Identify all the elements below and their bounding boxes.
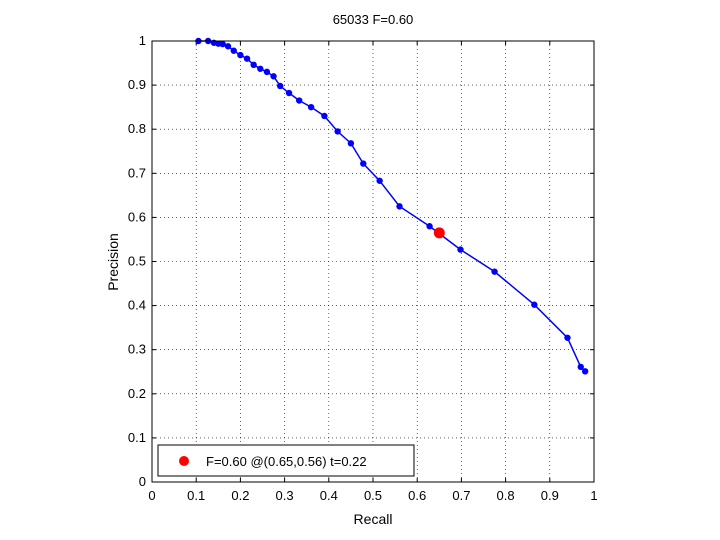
series-group — [195, 37, 589, 375]
x-tick-label: 0.9 — [541, 488, 559, 503]
data-point — [276, 82, 284, 90]
y-tick-label: 0.8 — [128, 121, 146, 136]
data-point — [257, 65, 264, 72]
x-tick-label: 0.4 — [320, 488, 338, 503]
legend-entry-label: F=0.60 @(0.65,0.56) t=0.22 — [206, 454, 367, 469]
data-point — [396, 203, 403, 210]
y-tick-label: 1 — [139, 33, 146, 48]
x-tick-label: 0.3 — [276, 488, 294, 503]
x-tick-label: 0.2 — [231, 488, 249, 503]
y-tick-label: 0.4 — [128, 298, 146, 313]
y-tick-label: 0.6 — [128, 209, 146, 224]
data-point — [491, 268, 498, 275]
best-f-point — [433, 227, 445, 239]
legend-box — [157, 444, 415, 477]
x-tick-label: 0.6 — [408, 488, 426, 503]
data-point — [457, 246, 464, 253]
y-tick-label: 0 — [139, 474, 146, 489]
data-point — [219, 40, 226, 48]
data-point — [224, 43, 232, 50]
x-tick-label: 0.5 — [364, 488, 382, 503]
data-point — [577, 363, 584, 371]
chart-title: 65033 F=0.60 — [333, 12, 414, 27]
data-point — [243, 55, 251, 62]
grid-lines — [152, 41, 594, 482]
x-tick-label: 0.1 — [187, 488, 205, 503]
legend: F=0.60 @(0.65,0.56) t=0.22 — [157, 444, 415, 477]
x-tick-label: 0.8 — [497, 488, 515, 503]
data-point — [295, 97, 303, 104]
data-point — [360, 160, 367, 167]
x-tick-label: 0 — [148, 488, 155, 503]
x-tick-label: 1 — [590, 488, 597, 503]
data-point — [564, 334, 571, 341]
data-point — [285, 89, 293, 97]
y-tick-label: 0.9 — [128, 77, 146, 92]
data-point — [347, 140, 355, 147]
y-tick-label: 0.5 — [128, 254, 146, 269]
data-point — [263, 68, 271, 76]
data-point — [307, 103, 315, 111]
x-tick-label: 0.7 — [452, 488, 470, 503]
data-point — [250, 61, 257, 69]
y-tick-label: 0.7 — [128, 165, 146, 180]
y-tick-label: 0.1 — [128, 430, 146, 445]
data-point — [376, 177, 383, 184]
plot-frame — [151, 40, 595, 483]
data-point — [321, 112, 328, 120]
data-point — [426, 223, 433, 230]
y-tick-label: 0.3 — [128, 342, 146, 357]
data-point — [531, 301, 538, 308]
data-point — [334, 128, 341, 135]
data-point — [237, 51, 244, 59]
y-axis-label: Precision — [105, 233, 121, 291]
y-tick-label: 0.2 — [128, 386, 146, 401]
data-point — [270, 73, 277, 80]
x-tick-labels: 0 0.1 0.2 0.3 0.4 0.5 0.6 0.7 0.8 0.9 1 — [148, 488, 597, 503]
legend-marker — [179, 456, 189, 466]
data-point — [581, 368, 589, 375]
x-axis-label: Recall — [354, 511, 393, 527]
y-tick-labels: 0 0.1 0.2 0.3 0.4 0.5 0.6 0.7 0.8 0.9 1 — [128, 33, 146, 489]
data-point — [230, 47, 237, 54]
